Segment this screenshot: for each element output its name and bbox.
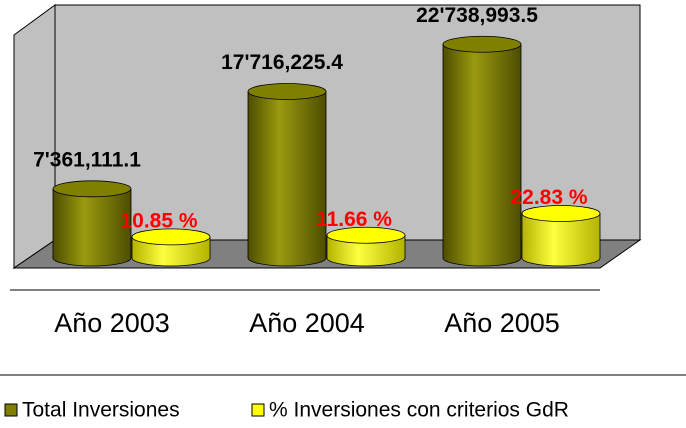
data-label: 22'738,993.5 [416, 4, 538, 27]
cylinder-top [131, 228, 211, 246]
cylinder-top [326, 226, 406, 244]
x-tick-label: Año 2003 [54, 308, 170, 338]
data-label: 7'361,111.1 [33, 148, 141, 171]
cylinder-body-mask [53, 188, 131, 258]
data-label: 10.85 % [120, 209, 197, 232]
cylinder-top [52, 180, 132, 198]
cylinder-body-mask [248, 91, 326, 258]
x-tick-label: Año 2005 [444, 308, 560, 338]
data-label: 11.66 % [316, 208, 392, 231]
side-wall [13, 4, 56, 269]
x-tick-label: Año 2004 [249, 308, 365, 338]
cylinder-top [521, 205, 601, 222]
cylinder-body-mask [443, 44, 521, 258]
data-label: 17'716,225.4 [221, 51, 343, 74]
legend-swatch [4, 403, 18, 417]
legend-swatch [251, 403, 265, 417]
cylinder-top [247, 83, 327, 100]
cylinder-top [442, 35, 522, 53]
legend-label: % Inversiones con criterios GdR [269, 399, 569, 422]
data-label: 22.83 % [510, 186, 587, 209]
legend-label: Total Inversiones [22, 399, 180, 422]
